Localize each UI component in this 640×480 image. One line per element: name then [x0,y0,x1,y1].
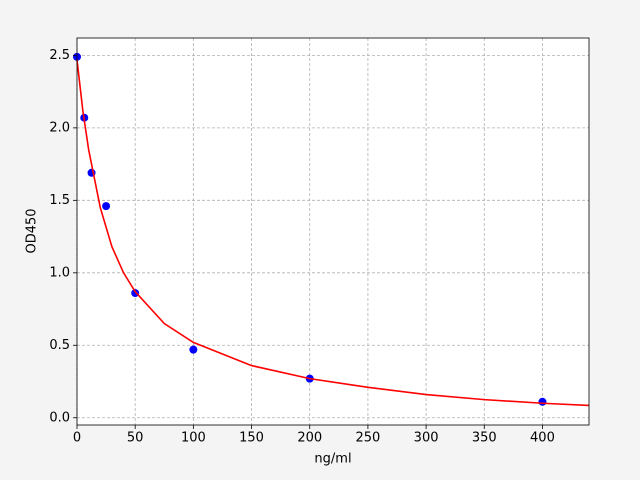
y-axis-label: OD450 [25,208,40,253]
plot-frame [76,37,590,426]
x-tick-label: 400 [530,431,555,446]
x-tick-label: 250 [355,431,380,446]
data-point [131,289,140,298]
fit-curve [76,59,590,407]
x-tick-label: 50 [127,431,144,446]
x-tick-label: 300 [414,431,439,446]
y-tick-label: 2.5 [49,48,70,63]
x-tick-label: 150 [239,431,264,446]
data-point [102,202,111,211]
x-tick-label: 350 [472,431,497,446]
y-tick-label: 0.5 [49,338,70,353]
x-axis-label: ng/ml [314,452,351,467]
y-tick-label: 1.5 [49,193,70,208]
y-tick-label: 1.0 [49,265,70,280]
x-tick-label: 200 [297,431,322,446]
y-tick-label: 2.0 [49,120,70,135]
x-tick-label: 0 [73,431,81,446]
data-point [538,397,547,406]
x-tick-label: 100 [181,431,206,446]
plot-area [77,38,589,425]
data-point [189,345,198,354]
y-tick-label: 0.0 [49,410,70,425]
